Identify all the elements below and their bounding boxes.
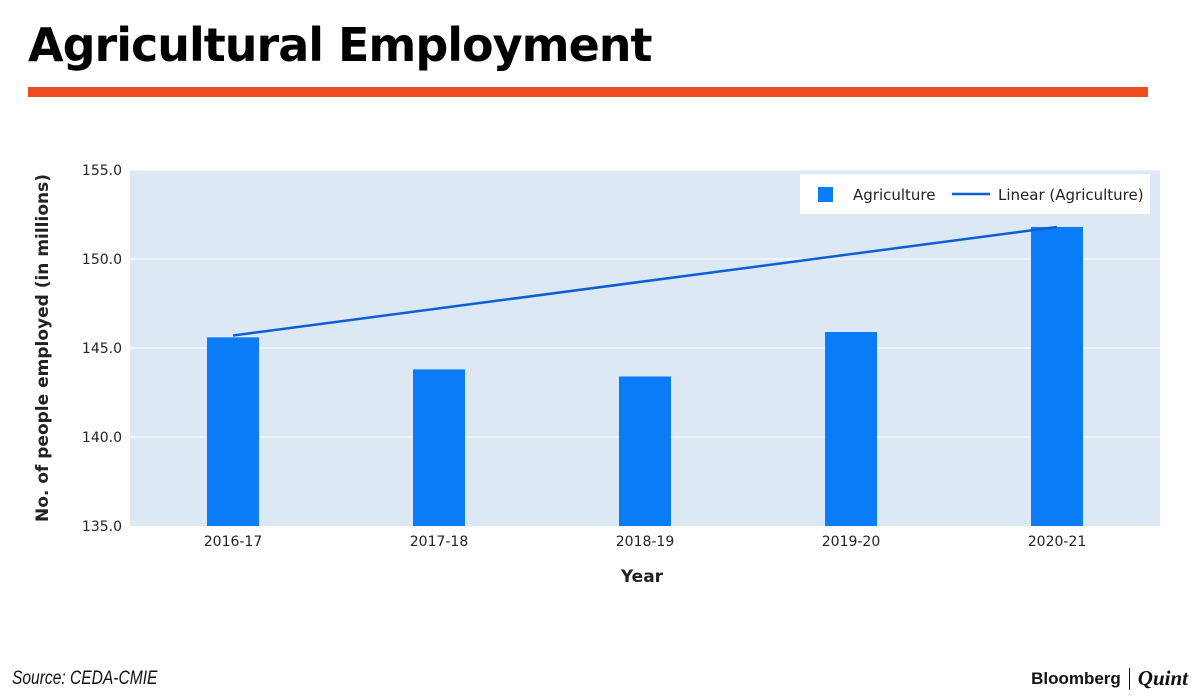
bar-2019-20 — [825, 331, 877, 526]
y-axis-label: No. of people employed (in millions) — [33, 174, 53, 522]
bar-2018-19 — [619, 376, 671, 526]
legend-label-agriculture: Agriculture — [853, 186, 936, 204]
legend-swatch-agriculture — [818, 187, 833, 202]
y-tick-label: 145.0 — [82, 341, 122, 357]
chart-title: Agricultural Employment — [28, 18, 653, 72]
x-tick-label: 2019-20 — [822, 534, 881, 550]
brand-logo: Bloomberg Quint — [1031, 666, 1188, 691]
x-tick-label: 2018-19 — [616, 534, 675, 550]
brand-secondary: Quint — [1137, 666, 1188, 690]
x-axis-label: Year — [620, 567, 664, 587]
y-tick-label: 140.0 — [82, 430, 122, 446]
legend-label-trend: Linear (Agriculture) — [998, 186, 1144, 204]
y-tick-label: 155.0 — [82, 163, 122, 179]
y-tick-label: 150.0 — [82, 252, 122, 268]
x-tick-label: 2016-17 — [204, 534, 263, 550]
source-note: Source: CEDA-CMIE — [12, 668, 158, 689]
y-tick-label: 135.0 — [82, 519, 122, 535]
x-tick-label: 2020-21 — [1028, 534, 1087, 550]
trend-line — [232, 225, 1058, 337]
bar-2020-21 — [1031, 226, 1083, 526]
brand-primary: Bloomberg — [1031, 668, 1121, 688]
legend: Agriculture Linear (Agriculture) — [800, 174, 1150, 214]
brand-divider — [1128, 667, 1130, 690]
x-tick-label: 2017-18 — [410, 534, 469, 550]
bar-2016-17 — [207, 337, 259, 526]
title-underline — [28, 87, 1148, 97]
bar-2017-18 — [413, 369, 465, 526]
